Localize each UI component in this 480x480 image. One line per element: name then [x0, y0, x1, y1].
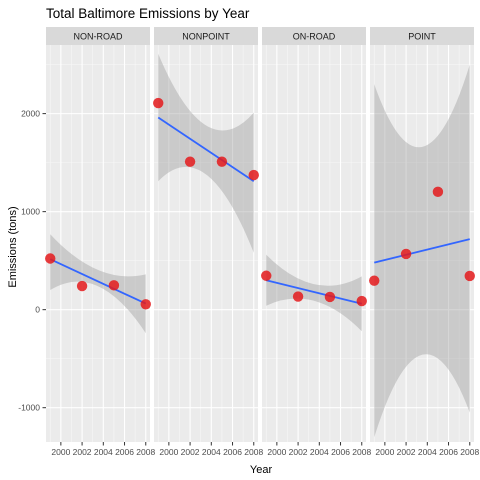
facet-point: POINT 2000 2002 2004 2006 2008	[369, 27, 479, 457]
facet-strip-label: POINT	[408, 32, 436, 42]
data-point	[356, 295, 367, 307]
facet-panel-bg	[46, 45, 150, 442]
x-tick-label: 2004	[202, 447, 221, 457]
y-axis: -1000 0 1000 2000	[18, 109, 46, 413]
facet-on-road: ON-ROAD 2000 2002 2004 2006 2008	[261, 27, 371, 457]
x-tick-label: 2008	[460, 447, 479, 457]
data-point	[400, 248, 412, 260]
confidence-ribbon	[266, 254, 362, 332]
x-tick-label: 2008	[136, 447, 155, 457]
data-point	[248, 169, 259, 181]
x-tick-label: 2004	[418, 447, 437, 457]
data-point	[45, 253, 56, 264]
facet-panel-bg	[370, 45, 474, 442]
facet-panel-bg	[262, 45, 366, 442]
x-tick-label: 2000	[375, 447, 394, 457]
x-tick-label: 2000	[267, 447, 286, 457]
data-point	[261, 270, 272, 281]
data-point	[108, 280, 120, 291]
facet-nonpoint: NONPOINT 2000 2002 2004 2006 2008	[153, 27, 263, 457]
data-point	[76, 280, 88, 292]
x-tick-label: 2006	[223, 447, 242, 457]
data-point	[184, 156, 196, 167]
chart-title: Total Baltimore Emissions by Year	[46, 6, 250, 21]
x-tick-label: 2004	[94, 447, 113, 457]
facet-strip	[154, 27, 258, 45]
x-tick-label: 2006	[439, 447, 458, 457]
x-tick-label: 2006	[115, 447, 134, 457]
facet-strip	[370, 27, 474, 45]
y-tick-label: 2000	[21, 109, 40, 119]
facet-strip-label: NONPOINT	[182, 32, 230, 42]
y-tick-label: -1000	[18, 403, 40, 413]
x-axis-title: Year	[250, 464, 273, 476]
confidence-ribbon	[158, 53, 254, 253]
x-tick-label: 2000	[51, 447, 70, 457]
facet-strip-label: ON-ROAD	[293, 32, 336, 42]
y-axis-title: Emissions (tons)	[7, 206, 19, 287]
data-point	[324, 291, 336, 303]
data-point	[432, 186, 444, 198]
data-point	[216, 156, 228, 167]
data-point	[153, 97, 164, 109]
x-tick-label: 2002	[181, 447, 200, 457]
x-tick-label: 2002	[289, 447, 308, 457]
confidence-ribbon	[50, 234, 146, 334]
trend-line	[374, 238, 470, 264]
data-point	[464, 270, 475, 282]
x-tick-label: 2004	[310, 447, 329, 457]
x-tick-label: 2000	[159, 447, 178, 457]
data-point	[369, 275, 380, 286]
facet-strip-label: NON-ROAD	[74, 32, 123, 42]
x-tick-label: 2008	[244, 447, 263, 457]
trend-line	[157, 116, 255, 183]
trend-line	[49, 258, 147, 305]
x-tick-label: 2008	[352, 447, 371, 457]
data-point	[292, 291, 304, 302]
y-tick-label: 0	[35, 305, 40, 315]
x-tick-label: 2006	[331, 447, 350, 457]
facet-panel-bg	[154, 45, 258, 442]
y-tick-label: 1000	[21, 207, 40, 217]
facet-non-road: NON-ROAD 2000 2002 2004 2006 2008	[45, 27, 155, 457]
trend-line	[266, 279, 362, 305]
x-tick-label: 2002	[397, 447, 416, 457]
x-tick-label: 2002	[73, 447, 92, 457]
data-point	[140, 299, 151, 310]
facet-strip	[46, 27, 150, 45]
facet-strip	[262, 27, 366, 45]
